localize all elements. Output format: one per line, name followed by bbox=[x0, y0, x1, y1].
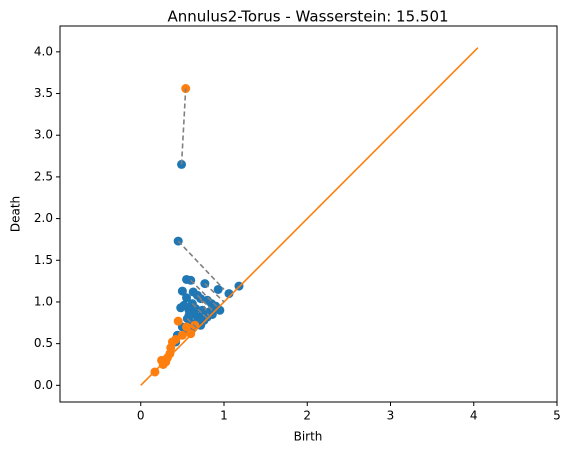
y-tick-label: 3.5 bbox=[34, 86, 53, 100]
point bbox=[224, 289, 234, 299]
y-tick-label: 0.5 bbox=[34, 336, 53, 350]
point bbox=[177, 330, 187, 340]
x-tick-label: 3 bbox=[387, 409, 395, 423]
point bbox=[186, 329, 196, 339]
plot-frame bbox=[59, 25, 558, 403]
point bbox=[177, 286, 187, 296]
matching-line bbox=[199, 298, 210, 318]
matching-line bbox=[191, 303, 208, 320]
matching-line bbox=[204, 283, 225, 303]
x-tick-label: 0 bbox=[137, 409, 145, 423]
x-tick-label: 2 bbox=[303, 409, 311, 423]
point bbox=[184, 310, 194, 320]
point bbox=[213, 284, 223, 294]
y-tick-label: 3.0 bbox=[34, 128, 53, 142]
matching-line bbox=[180, 88, 187, 165]
matching-line bbox=[177, 240, 225, 291]
x-tick-label: 4 bbox=[470, 409, 478, 423]
y-tick-label: 1.5 bbox=[34, 253, 53, 267]
x-tick-label: 5 bbox=[553, 409, 561, 423]
y-tick-label: 2.5 bbox=[34, 169, 53, 183]
point bbox=[173, 316, 183, 326]
point bbox=[171, 334, 181, 344]
chart-title: Annulus2-Torus - Wasserstein: 15.501 bbox=[167, 8, 448, 26]
y-tick-label: 0.0 bbox=[34, 378, 53, 392]
y-tick-label: 2.0 bbox=[34, 211, 53, 225]
point bbox=[182, 293, 192, 303]
diagonal-line bbox=[140, 47, 479, 386]
x-axis-label: Birth bbox=[294, 430, 323, 444]
x-tick-label: 1 bbox=[220, 409, 228, 423]
matching-line bbox=[186, 318, 198, 330]
point bbox=[182, 322, 192, 332]
y-axis-label: Death bbox=[9, 196, 23, 232]
y-tick-label: 4.0 bbox=[34, 44, 53, 58]
matching-line bbox=[196, 294, 215, 313]
matching-line bbox=[190, 279, 219, 309]
y-tick-label: 1.0 bbox=[34, 294, 53, 308]
point bbox=[161, 357, 171, 367]
